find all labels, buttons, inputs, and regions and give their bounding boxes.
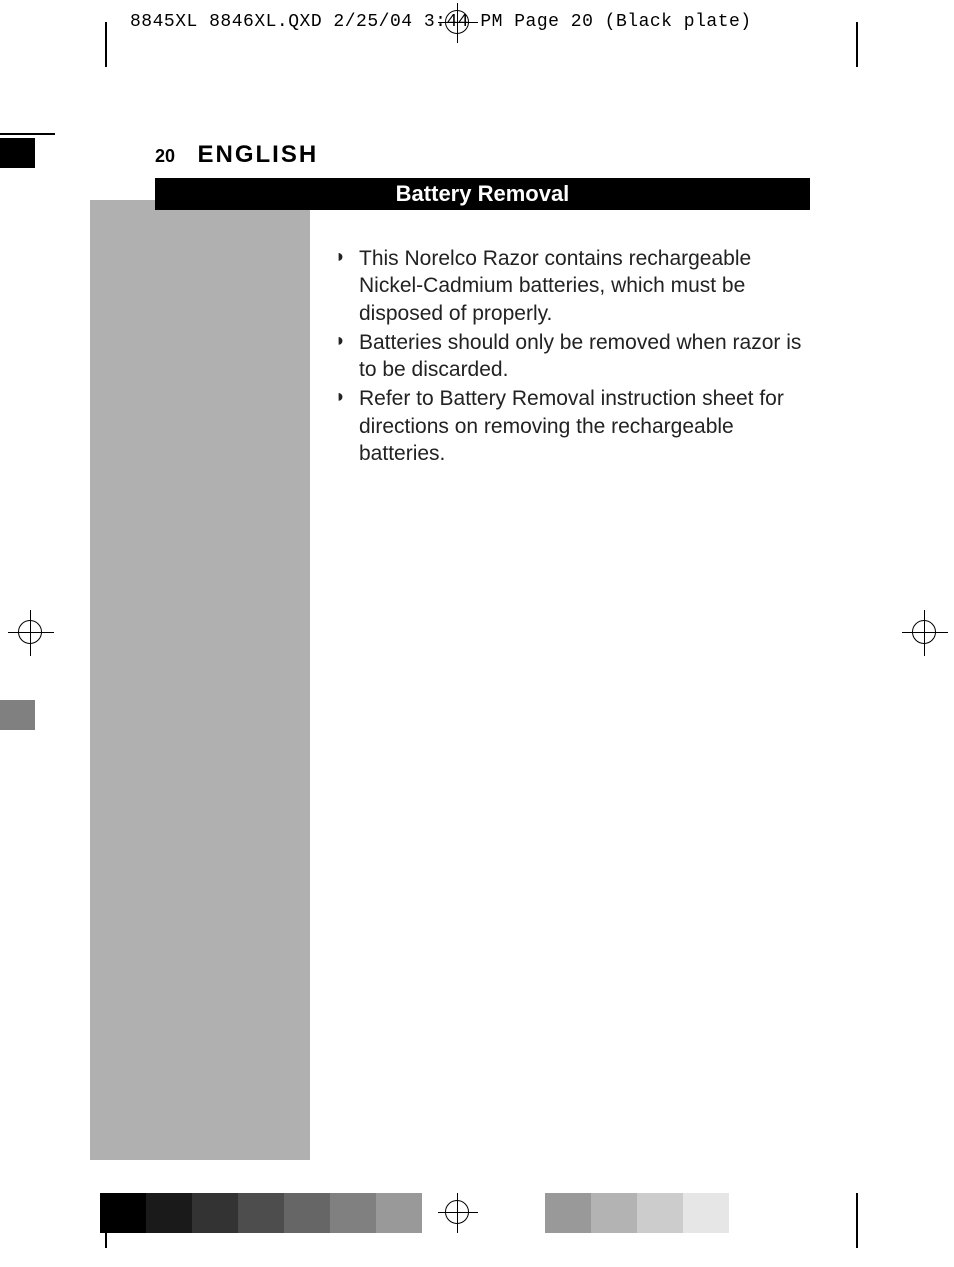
content-body: This Norelco Razor contains rechargeable… [335, 245, 810, 469]
swatch [284, 1193, 330, 1233]
list-item: Batteries should only be removed when ra… [335, 329, 810, 384]
swatch [591, 1193, 637, 1233]
swatch [192, 1193, 238, 1233]
swatch [683, 1193, 729, 1233]
swatch [330, 1193, 376, 1233]
list-item: Refer to Battery Removal instruction she… [335, 385, 810, 467]
page-number: 20 [155, 146, 175, 166]
language-label: ENGLISH [197, 141, 318, 168]
section-title-bar: Battery Removal [155, 178, 810, 210]
list-item: This Norelco Razor contains rechargeable… [335, 245, 810, 327]
edge-gray-square [0, 700, 35, 730]
page-header: 20 ENGLISH [155, 141, 318, 169]
grayscale-swatch-strip-right [545, 1193, 729, 1233]
crop-mark-bottom-right [856, 1193, 858, 1248]
registration-mark-right [912, 620, 936, 644]
swatch [100, 1193, 146, 1233]
edge-black-square [0, 138, 35, 168]
swatch [637, 1193, 683, 1233]
swatch [376, 1193, 422, 1233]
bullet-list: This Norelco Razor contains rechargeable… [335, 245, 810, 467]
swatch [146, 1193, 192, 1233]
registration-mark-bottom [445, 1200, 469, 1224]
crop-mark-top-left [105, 22, 107, 67]
registration-mark-top [445, 10, 469, 34]
registration-mark-left [18, 620, 42, 644]
swatch [238, 1193, 284, 1233]
crop-mark-top-right [856, 22, 858, 67]
swatch [545, 1193, 591, 1233]
sidebar-gray-block [90, 200, 310, 1160]
crop-mark-left-h [0, 133, 55, 135]
grayscale-swatch-strip-left [100, 1193, 422, 1233]
